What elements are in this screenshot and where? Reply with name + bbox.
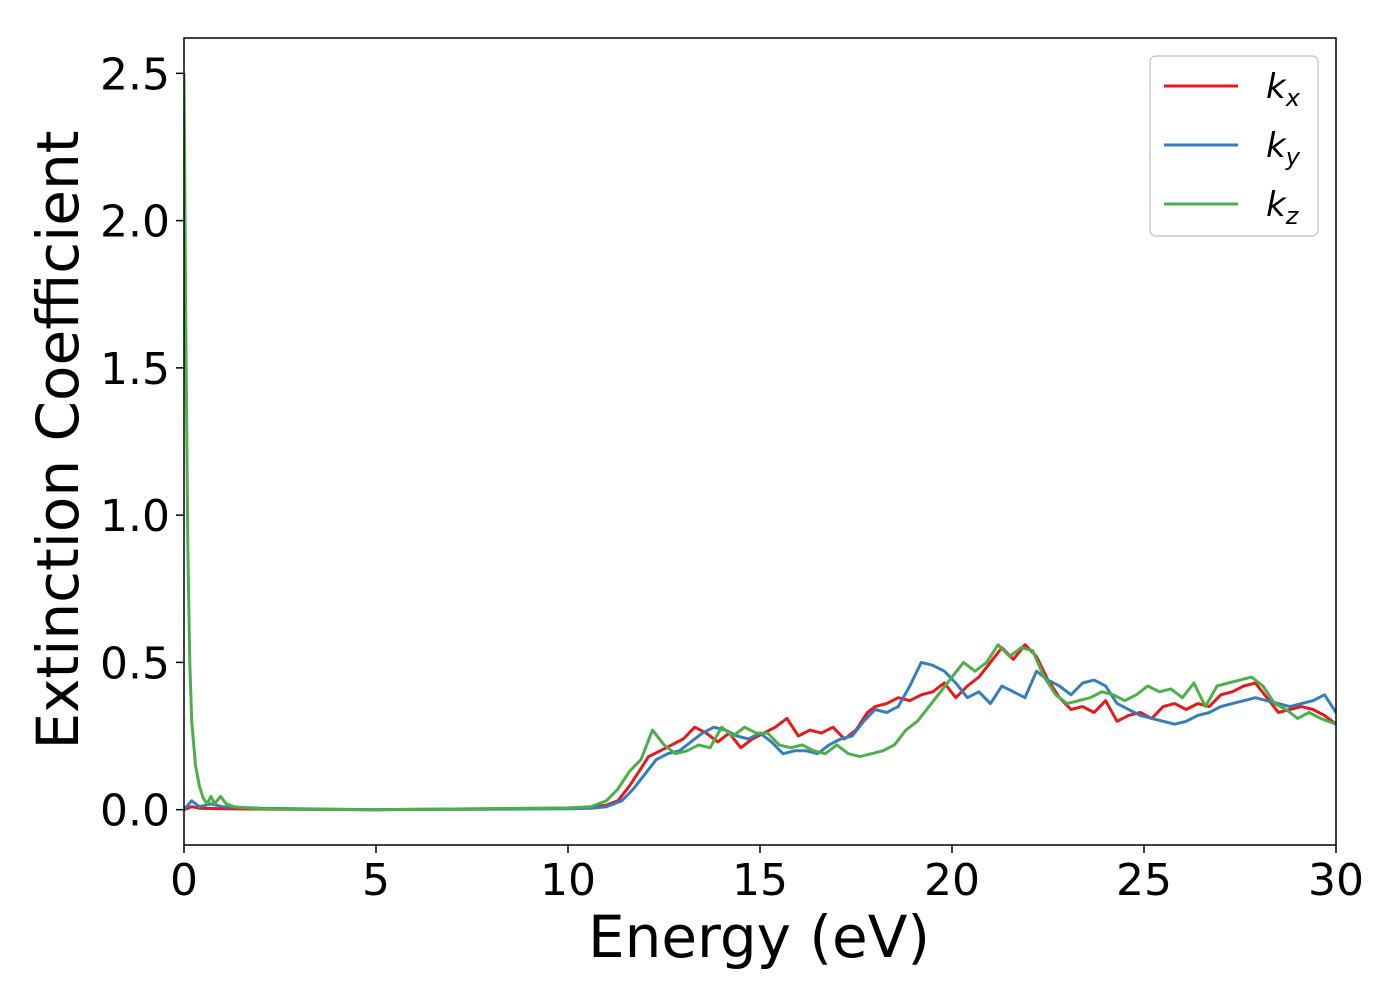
y-tick-label: 2.0 [100,197,170,248]
x-tick-label: 5 [362,855,390,906]
x-tick-label: 15 [732,855,788,906]
x-tick-label: 30 [1308,855,1364,906]
x-tick-label: 25 [1116,855,1172,906]
x-tick-label: 10 [540,855,596,906]
series-line-kz [184,73,1336,812]
y-axis-label: Extinction Coefficient [24,131,92,750]
legend-label-kx: kx [1266,67,1301,112]
y-tick-label: 2.5 [100,49,170,100]
x-axis-label: Energy (eV) [588,903,930,971]
y-tick-label: 1.5 [100,344,170,395]
y-tick-label: 0.0 [100,786,170,837]
y-tick-label: 0.5 [100,638,170,689]
axis-ticks: 0 5 10 15 20 25 30 0.0 0.5 1.0 1.5 2.0 2.5 [100,49,1364,906]
series-line-kx [184,643,1336,812]
y-tick-label: 1.0 [100,491,170,542]
x-tick-label: 20 [924,855,980,906]
series-line-ky [184,660,1336,812]
x-tick-label: 0 [170,855,198,906]
